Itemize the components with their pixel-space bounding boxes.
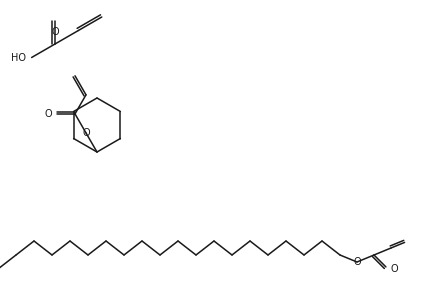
Text: O: O: [353, 257, 360, 267]
Text: HO: HO: [11, 53, 25, 62]
Text: O: O: [45, 109, 52, 119]
Text: O: O: [390, 264, 398, 274]
Text: O: O: [51, 27, 59, 37]
Text: O: O: [82, 128, 90, 138]
